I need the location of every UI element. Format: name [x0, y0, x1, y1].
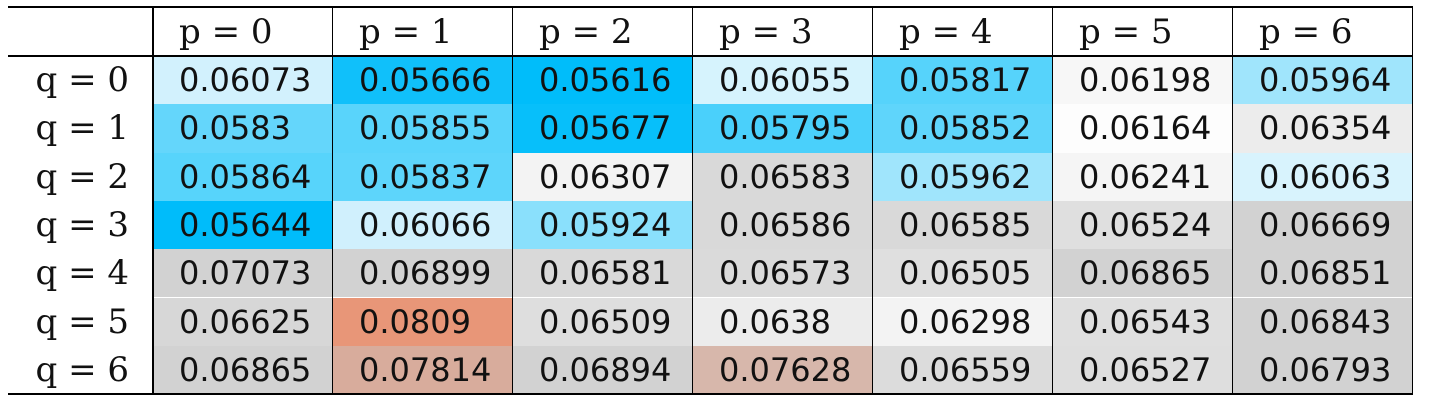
table-cell: 0.06509: [513, 297, 693, 346]
table-cell: 0.06073: [153, 56, 333, 105]
table-cell: 0.06524: [1053, 200, 1233, 250]
table-cell: 0.05964: [1233, 56, 1413, 105]
column-header: p = 6: [1259, 12, 1353, 52]
table-cell: 0.0638: [693, 297, 873, 346]
table-cell: 0.05644: [153, 200, 333, 250]
top-rule: [8, 6, 1413, 8]
table-cell: 0.06164: [1053, 104, 1233, 153]
table-cell: 0.05924: [513, 200, 693, 250]
table-cell: 0.06063: [1233, 152, 1413, 201]
column-divider: [152, 6, 154, 395]
table-cell: 0.06505: [873, 249, 1053, 298]
table-cell: 0.05666: [333, 56, 513, 105]
table-cell: 0.06669: [1233, 200, 1413, 250]
table-cell: 0.06559: [873, 345, 1053, 395]
column-header: p = 2: [539, 12, 633, 52]
table-cell: 0.06625: [153, 297, 333, 346]
column-divider: [1412, 6, 1413, 395]
table-cell: 0.07073: [153, 249, 333, 298]
table-cell: 0.06543: [1053, 297, 1233, 346]
table-cell: 0.06298: [873, 297, 1053, 346]
table-cell: 0.05817: [873, 56, 1053, 105]
column-divider: [332, 6, 333, 395]
column-header: p = 0: [179, 12, 273, 52]
row-header: q = 5: [35, 301, 130, 342]
table-cell: 0.06865: [1053, 249, 1233, 298]
table-cell: 0.06581: [513, 249, 693, 298]
table-cell: 0.05837: [333, 152, 513, 201]
table-cell: 0.0809: [333, 297, 513, 346]
table-cell: 0.05962: [873, 152, 1053, 201]
table-cell: 0.06583: [693, 152, 873, 201]
table-cell: 0.06843: [1233, 297, 1413, 346]
table-cell: 0.07628: [693, 345, 873, 395]
table-cell: 0.06865: [153, 345, 333, 395]
table-cell: 0.06055: [693, 56, 873, 105]
table-cell: 0.05677: [513, 104, 693, 153]
table-cell: 0.06899: [333, 249, 513, 298]
column-header: p = 5: [1079, 12, 1173, 52]
column-divider: [1052, 6, 1053, 395]
table-cell: 0.05616: [513, 56, 693, 105]
table-cell: 0.06241: [1053, 152, 1233, 201]
row-header: q = 4: [35, 253, 130, 294]
row-header: q = 2: [35, 156, 130, 197]
column-header: p = 1: [359, 12, 453, 52]
row-header: q = 1: [35, 108, 130, 149]
table-cell: 0.0583: [153, 104, 333, 153]
table-cell: 0.07814: [333, 345, 513, 395]
column-divider: [872, 6, 873, 395]
table-cell: 0.06527: [1053, 345, 1233, 395]
table-cell: 0.06894: [513, 345, 693, 395]
table-cell: 0.06573: [693, 249, 873, 298]
table-cell: 0.06793: [1233, 345, 1413, 395]
column-divider: [692, 6, 693, 395]
bottom-rule: [8, 393, 1413, 396]
table-cell: 0.06307: [513, 152, 693, 201]
table-cell: 0.05852: [873, 104, 1053, 153]
row-header: q = 0: [35, 60, 130, 101]
table-cell: 0.06585: [873, 200, 1053, 250]
column-header: p = 4: [899, 12, 993, 52]
table-cell: 0.06586: [693, 200, 873, 250]
header-rule: [8, 55, 1413, 57]
table-cell: 0.06354: [1233, 104, 1413, 153]
row-header: q = 6: [35, 349, 130, 390]
row-header: q = 3: [35, 205, 130, 246]
table-cell: 0.06066: [333, 200, 513, 250]
table-cell: 0.05855: [333, 104, 513, 153]
table-cell: 0.05795: [693, 104, 873, 153]
column-divider: [512, 6, 513, 395]
column-header: p = 3: [719, 12, 813, 52]
table-cell: 0.05864: [153, 152, 333, 201]
table-cell: 0.06198: [1053, 56, 1233, 105]
table-cell: 0.06851: [1233, 249, 1413, 298]
column-divider: [1232, 6, 1233, 395]
